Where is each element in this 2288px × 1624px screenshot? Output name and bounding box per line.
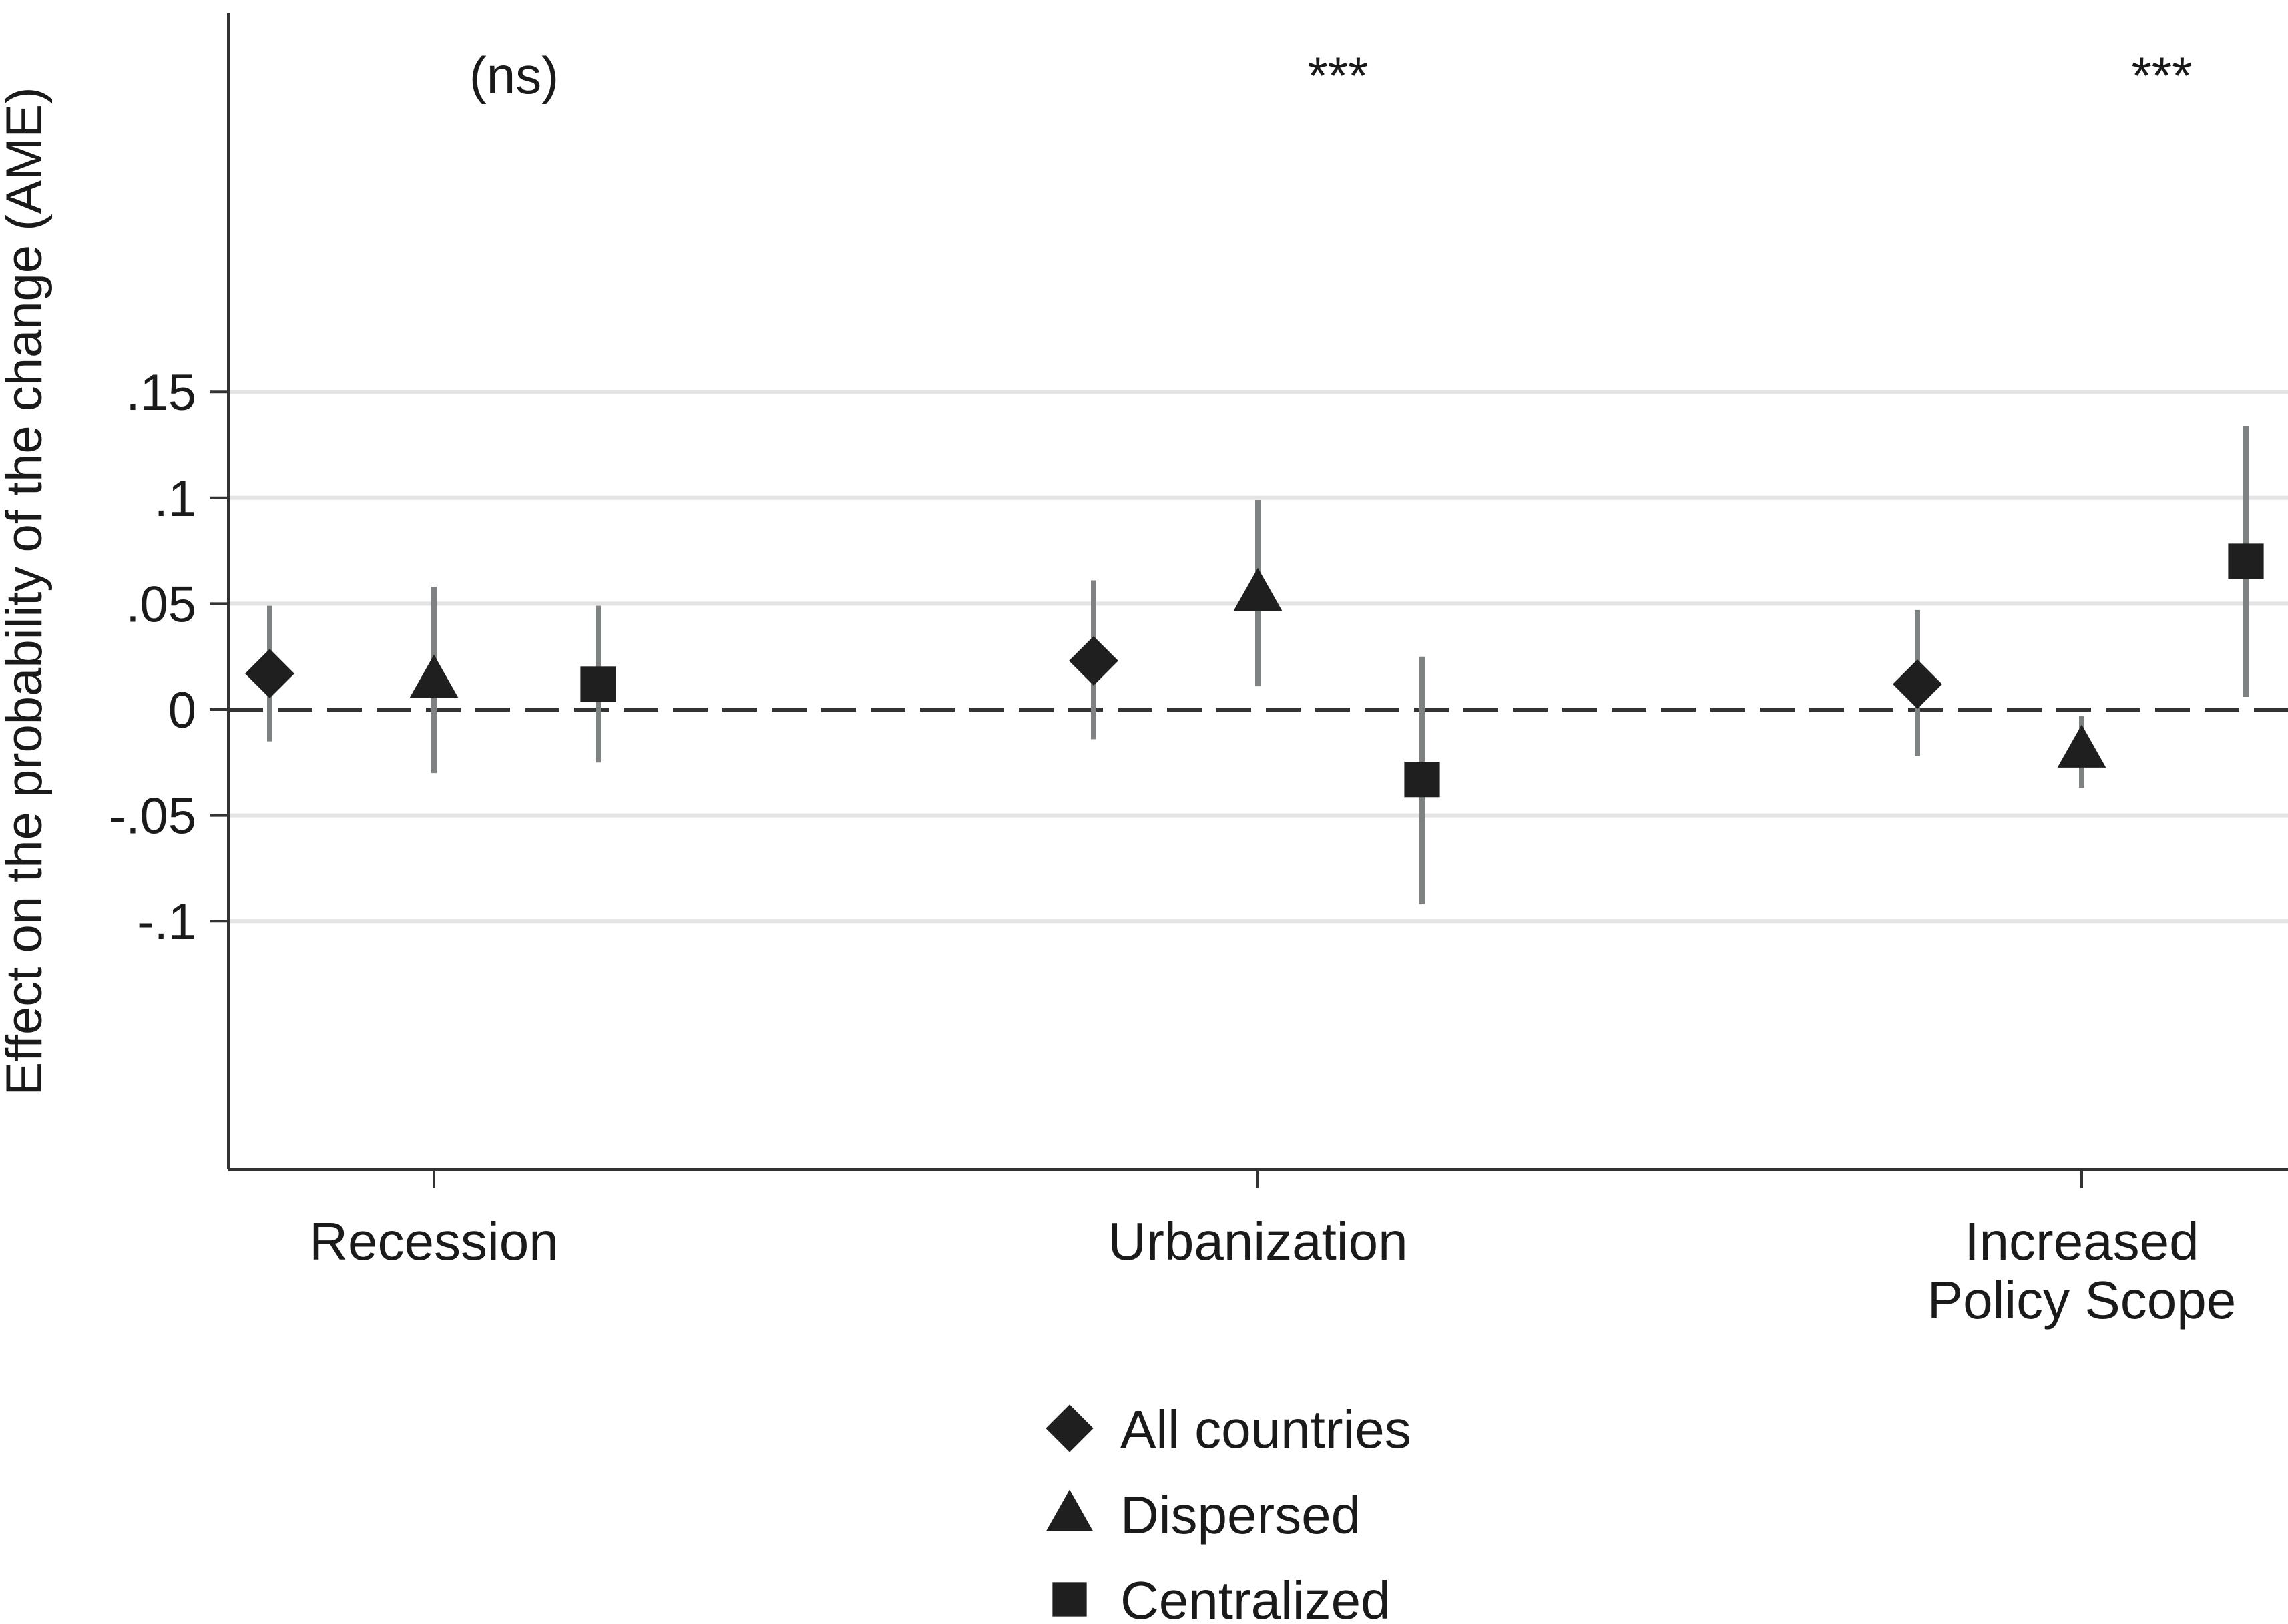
legend-marker-centralized xyxy=(1052,1582,1087,1617)
significance-urbanization: *** xyxy=(1307,46,1368,105)
x-tick-label-increased-policy-scope: Increased Policy Scope xyxy=(1927,1211,2236,1330)
y-tick-label-2: .05 xyxy=(126,576,196,633)
y-tick-label-0: .15 xyxy=(126,364,196,421)
point-centralized-urbanization xyxy=(1404,762,1440,798)
y-axis-title: Effect on the probability of the change … xyxy=(0,87,53,1095)
labels: .15 .1 .05 0 -.05 -.1 Effect on the probabilit… xyxy=(0,46,2236,1330)
legend-marker-dispersed xyxy=(1046,1489,1094,1531)
legend-label-centralized: Centralized xyxy=(1120,1571,1391,1624)
point-all-countries-increased-policy-scope xyxy=(1893,659,1942,709)
point-all-countries-urbanization xyxy=(1069,636,1118,686)
legend: All countries Dispersed Centralized xyxy=(1046,1400,1411,1624)
significance-increased-policy-scope: *** xyxy=(2131,46,2192,105)
significance-recession: (ns) xyxy=(469,46,559,105)
point-centralized-recession xyxy=(580,666,616,702)
legend-label-dispersed: Dispersed xyxy=(1120,1485,1361,1545)
legend-label-all-countries: All countries xyxy=(1120,1400,1411,1459)
point-dispersed-increased-policy-scope xyxy=(2057,724,2106,768)
data-markers xyxy=(245,543,2264,798)
y-tick-label-1: .1 xyxy=(154,471,196,527)
point-all-countries-recession xyxy=(245,649,294,699)
point-dispersed-recession xyxy=(409,654,459,698)
y-tick-label-3: 0 xyxy=(168,682,196,739)
x-tick-label-urbanization: Urbanization xyxy=(1108,1211,1407,1271)
x-tick-label-recession: Recession xyxy=(309,1211,559,1271)
y-tick-label-5: -.1 xyxy=(137,894,196,951)
y-tick-label-4: -.05 xyxy=(109,788,196,845)
point-centralized-increased-policy-scope xyxy=(2228,543,2264,579)
point-dispersed-urbanization xyxy=(1233,567,1283,611)
axes xyxy=(210,13,2288,1188)
legend-marker-all-countries xyxy=(1046,1404,1094,1452)
